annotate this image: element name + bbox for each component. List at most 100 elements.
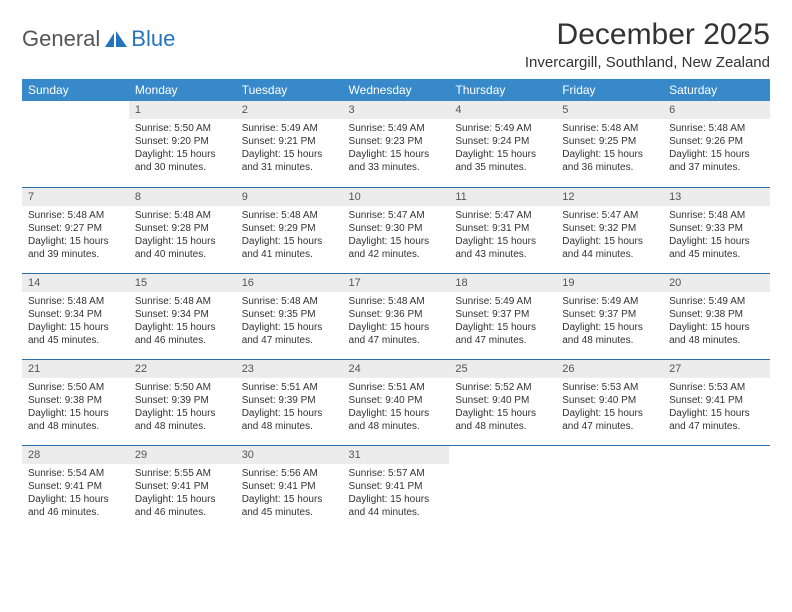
sunset-line: Sunset: 9:40 PM [349, 394, 444, 407]
daylight-line: Daylight: 15 hours and 44 minutes. [562, 235, 657, 261]
sunrise-line: Sunrise: 5:49 AM [669, 295, 764, 308]
day-number: 13 [663, 188, 770, 206]
day-number: 12 [556, 188, 663, 206]
daylight-line: Daylight: 15 hours and 47 minutes. [242, 321, 337, 347]
day-content: Sunrise: 5:47 AMSunset: 9:32 PMDaylight:… [556, 206, 663, 265]
logo-text-general: General [22, 26, 100, 52]
daylight-line: Daylight: 15 hours and 36 minutes. [562, 148, 657, 174]
day-content: Sunrise: 5:56 AMSunset: 9:41 PMDaylight:… [236, 464, 343, 523]
calendar-row: 1Sunrise: 5:50 AMSunset: 9:20 PMDaylight… [22, 101, 770, 187]
sunset-line: Sunset: 9:24 PM [455, 135, 550, 148]
calendar-cell: 23Sunrise: 5:51 AMSunset: 9:39 PMDayligh… [236, 359, 343, 445]
sunrise-line: Sunrise: 5:48 AM [242, 209, 337, 222]
sunrise-line: Sunrise: 5:47 AM [455, 209, 550, 222]
calendar-cell: 19Sunrise: 5:49 AMSunset: 9:37 PMDayligh… [556, 273, 663, 359]
sunrise-line: Sunrise: 5:50 AM [135, 381, 230, 394]
calendar-cell [663, 445, 770, 531]
sunset-line: Sunset: 9:35 PM [242, 308, 337, 321]
day-content: Sunrise: 5:57 AMSunset: 9:41 PMDaylight:… [343, 464, 450, 523]
page-subtitle: Invercargill, Southland, New Zealand [525, 54, 770, 71]
day-number: 11 [449, 188, 556, 206]
day-content: Sunrise: 5:48 AMSunset: 9:28 PMDaylight:… [129, 206, 236, 265]
day-content: Sunrise: 5:48 AMSunset: 9:36 PMDaylight:… [343, 292, 450, 351]
sunset-line: Sunset: 9:41 PM [135, 480, 230, 493]
calendar-table: SundayMondayTuesdayWednesdayThursdayFrid… [22, 79, 770, 531]
sunset-line: Sunset: 9:38 PM [28, 394, 123, 407]
calendar-cell: 2Sunrise: 5:49 AMSunset: 9:21 PMDaylight… [236, 101, 343, 187]
sunrise-line: Sunrise: 5:50 AM [28, 381, 123, 394]
daylight-line: Daylight: 15 hours and 48 minutes. [242, 407, 337, 433]
sunrise-line: Sunrise: 5:53 AM [669, 381, 764, 394]
calendar-cell: 27Sunrise: 5:53 AMSunset: 9:41 PMDayligh… [663, 359, 770, 445]
day-content: Sunrise: 5:47 AMSunset: 9:31 PMDaylight:… [449, 206, 556, 265]
sunrise-line: Sunrise: 5:52 AM [455, 381, 550, 394]
sunset-line: Sunset: 9:38 PM [669, 308, 764, 321]
calendar-cell: 12Sunrise: 5:47 AMSunset: 9:32 PMDayligh… [556, 187, 663, 273]
calendar-row: 28Sunrise: 5:54 AMSunset: 9:41 PMDayligh… [22, 445, 770, 531]
day-content: Sunrise: 5:47 AMSunset: 9:30 PMDaylight:… [343, 206, 450, 265]
day-number: 15 [129, 274, 236, 292]
calendar-cell: 15Sunrise: 5:48 AMSunset: 9:34 PMDayligh… [129, 273, 236, 359]
daylight-line: Daylight: 15 hours and 39 minutes. [28, 235, 123, 261]
sails-icon [105, 31, 127, 47]
calendar-cell: 13Sunrise: 5:48 AMSunset: 9:33 PMDayligh… [663, 187, 770, 273]
sunrise-line: Sunrise: 5:51 AM [242, 381, 337, 394]
sunrise-line: Sunrise: 5:48 AM [349, 295, 444, 308]
calendar-cell: 25Sunrise: 5:52 AMSunset: 9:40 PMDayligh… [449, 359, 556, 445]
day-number: 1 [129, 101, 236, 119]
calendar-cell: 30Sunrise: 5:56 AMSunset: 9:41 PMDayligh… [236, 445, 343, 531]
day-content: Sunrise: 5:53 AMSunset: 9:40 PMDaylight:… [556, 378, 663, 437]
day-number: 24 [343, 360, 450, 378]
daylight-line: Daylight: 15 hours and 47 minutes. [349, 321, 444, 347]
calendar-cell: 5Sunrise: 5:48 AMSunset: 9:25 PMDaylight… [556, 101, 663, 187]
day-number: 14 [22, 274, 129, 292]
day-number: 31 [343, 446, 450, 464]
day-number: 4 [449, 101, 556, 119]
day-content: Sunrise: 5:49 AMSunset: 9:37 PMDaylight:… [449, 292, 556, 351]
sunrise-line: Sunrise: 5:47 AM [562, 209, 657, 222]
sunset-line: Sunset: 9:41 PM [669, 394, 764, 407]
calendar-cell: 26Sunrise: 5:53 AMSunset: 9:40 PMDayligh… [556, 359, 663, 445]
sunrise-line: Sunrise: 5:48 AM [562, 122, 657, 135]
day-content: Sunrise: 5:49 AMSunset: 9:38 PMDaylight:… [663, 292, 770, 351]
sunrise-line: Sunrise: 5:48 AM [242, 295, 337, 308]
calendar-cell: 11Sunrise: 5:47 AMSunset: 9:31 PMDayligh… [449, 187, 556, 273]
day-content: Sunrise: 5:50 AMSunset: 9:39 PMDaylight:… [129, 378, 236, 437]
sunset-line: Sunset: 9:20 PM [135, 135, 230, 148]
weekday-header: Sunday [22, 79, 129, 101]
calendar-cell: 31Sunrise: 5:57 AMSunset: 9:41 PMDayligh… [343, 445, 450, 531]
day-content: Sunrise: 5:49 AMSunset: 9:21 PMDaylight:… [236, 119, 343, 178]
sunset-line: Sunset: 9:41 PM [349, 480, 444, 493]
day-number: 19 [556, 274, 663, 292]
sunrise-line: Sunrise: 5:53 AM [562, 381, 657, 394]
sunset-line: Sunset: 9:27 PM [28, 222, 123, 235]
calendar-cell: 3Sunrise: 5:49 AMSunset: 9:23 PMDaylight… [343, 101, 450, 187]
logo-text-blue: Blue [131, 26, 175, 52]
day-number: 30 [236, 446, 343, 464]
day-content: Sunrise: 5:50 AMSunset: 9:20 PMDaylight:… [129, 119, 236, 178]
day-number: 29 [129, 446, 236, 464]
sunset-line: Sunset: 9:34 PM [28, 308, 123, 321]
day-content: Sunrise: 5:55 AMSunset: 9:41 PMDaylight:… [129, 464, 236, 523]
daylight-line: Daylight: 15 hours and 48 minutes. [669, 321, 764, 347]
day-content: Sunrise: 5:52 AMSunset: 9:40 PMDaylight:… [449, 378, 556, 437]
day-number: 28 [22, 446, 129, 464]
weekday-header: Saturday [663, 79, 770, 101]
sunrise-line: Sunrise: 5:49 AM [242, 122, 337, 135]
calendar-body: 1Sunrise: 5:50 AMSunset: 9:20 PMDaylight… [22, 101, 770, 531]
sunrise-line: Sunrise: 5:54 AM [28, 467, 123, 480]
daylight-line: Daylight: 15 hours and 48 minutes. [135, 407, 230, 433]
calendar-row: 21Sunrise: 5:50 AMSunset: 9:38 PMDayligh… [22, 359, 770, 445]
calendar-cell: 7Sunrise: 5:48 AMSunset: 9:27 PMDaylight… [22, 187, 129, 273]
calendar-cell [449, 445, 556, 531]
day-content: Sunrise: 5:48 AMSunset: 9:34 PMDaylight:… [129, 292, 236, 351]
weekday-header: Monday [129, 79, 236, 101]
sunset-line: Sunset: 9:31 PM [455, 222, 550, 235]
sunrise-line: Sunrise: 5:50 AM [135, 122, 230, 135]
sunset-line: Sunset: 9:40 PM [455, 394, 550, 407]
calendar-cell: 24Sunrise: 5:51 AMSunset: 9:40 PMDayligh… [343, 359, 450, 445]
sunset-line: Sunset: 9:36 PM [349, 308, 444, 321]
calendar-cell: 18Sunrise: 5:49 AMSunset: 9:37 PMDayligh… [449, 273, 556, 359]
calendar-cell: 17Sunrise: 5:48 AMSunset: 9:36 PMDayligh… [343, 273, 450, 359]
daylight-line: Daylight: 15 hours and 47 minutes. [562, 407, 657, 433]
